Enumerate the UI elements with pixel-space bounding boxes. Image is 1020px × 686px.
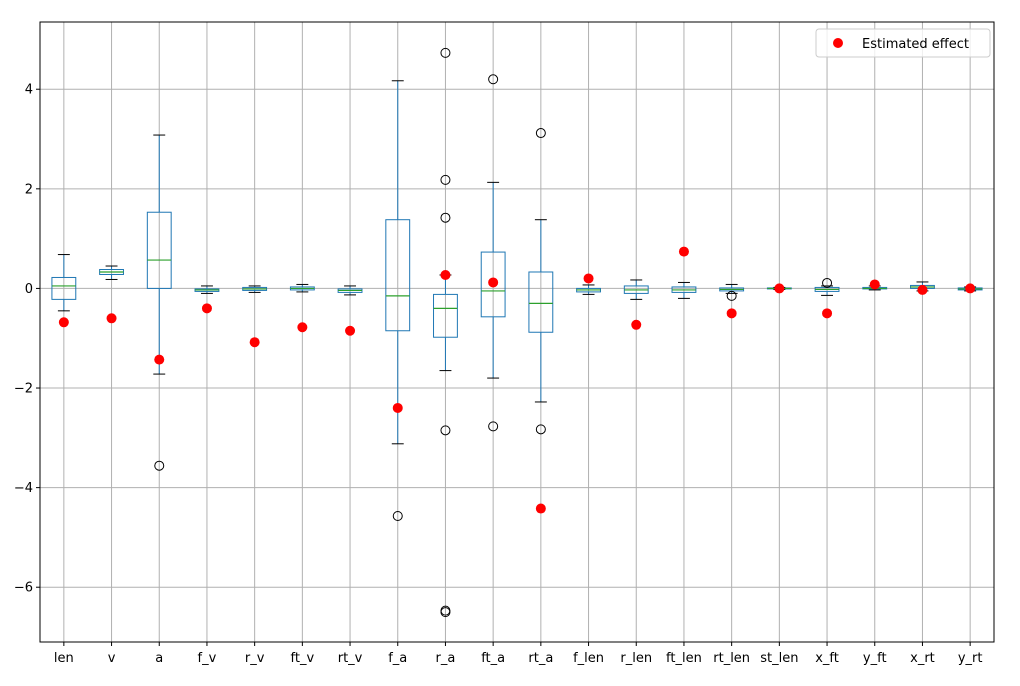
estimated-effect-point-f_a xyxy=(392,402,403,413)
y-tick-label--6: −6 xyxy=(14,581,33,596)
legend-box xyxy=(815,28,991,58)
x-tick-label-r_len: r_len xyxy=(620,651,652,666)
estimated-effect-point-r_v xyxy=(249,337,260,348)
x-tick-label-r_a: r_a xyxy=(436,651,456,666)
outlier-ft_a-0 xyxy=(488,74,499,85)
box-r_a xyxy=(433,47,458,618)
box-len xyxy=(51,254,77,312)
legend-marker xyxy=(833,38,843,48)
box-f_v xyxy=(194,285,220,294)
outlier-ft_a-1 xyxy=(488,421,499,432)
x-axis: len v a f_v r_v ft_v rt_v f_a r_a ft_a rt_a f_len r_… xyxy=(54,642,983,666)
x-tick-label-a: a xyxy=(155,651,163,666)
estimated-effect-point-v xyxy=(106,313,117,324)
plot-frame xyxy=(39,21,995,643)
estimated-effect-point-ft_a xyxy=(488,277,499,288)
box-f_len xyxy=(576,284,601,295)
estimated-effect-point-x_rt xyxy=(917,284,928,295)
plot-area xyxy=(40,22,994,642)
box-x_ft xyxy=(814,277,840,296)
x-tick-label-ft_v: ft_v xyxy=(291,651,315,666)
box-rt_len xyxy=(719,283,745,301)
estimated-effect-point-st_len xyxy=(774,283,785,294)
y-axis: −6 −4 −2 0 2 4 xyxy=(14,83,40,596)
x-tick-label-len: len xyxy=(54,651,74,666)
outlier-rt_len-0 xyxy=(726,290,737,301)
box-rt_v xyxy=(337,285,363,296)
estimated-effect-point-r_a xyxy=(440,269,451,280)
outlier-x_ft-0 xyxy=(822,277,833,288)
x-tick-label-x_rt: x_rt xyxy=(910,651,935,666)
y-tick-label-2: 2 xyxy=(25,182,33,197)
estimated-effect-point-f_v xyxy=(201,303,212,314)
estimated-effect-point-rt_v xyxy=(345,325,356,336)
x-tick-label-ft_a: ft_a xyxy=(481,651,505,666)
estimated-effect-point-f_len xyxy=(583,273,594,284)
x-tick-label-f_a: f_a xyxy=(388,651,407,666)
x-tick-label-st_len: st_len xyxy=(760,651,798,666)
outlier-r_a-2 xyxy=(440,212,451,223)
outlier-r_a-3 xyxy=(440,425,451,436)
box-ft_v xyxy=(289,283,315,293)
x-tick-label-y_rt: y_rt xyxy=(958,651,983,666)
estimated-effect-point-rt_len xyxy=(726,308,737,319)
outlier-a-0 xyxy=(154,460,165,471)
estimated-effect-point-y_ft xyxy=(869,279,880,290)
y-tick-label-0: 0 xyxy=(25,282,33,297)
outlier-rt_a-1 xyxy=(535,424,546,435)
x-tick-label-x_ft: x_ft xyxy=(815,651,839,666)
x-tick-label-rt_len: rt_len xyxy=(713,651,750,666)
box-f_a xyxy=(385,80,411,522)
legend: Estimated effect xyxy=(815,28,991,58)
y-tick-label--4: −4 xyxy=(14,481,33,496)
x-tick-label-y_ft: y_ft xyxy=(863,651,887,666)
estimated-effect-point-a xyxy=(154,354,165,365)
box-r_v xyxy=(242,285,268,293)
outlier-rt_a-0 xyxy=(535,128,546,139)
outlier-r_a-0 xyxy=(440,47,451,58)
y-tick-label-4: 4 xyxy=(25,83,33,98)
x-tick-label-rt_v: rt_v xyxy=(338,651,363,666)
estimated-effect-point-ft_v xyxy=(297,322,308,333)
box-rt_a xyxy=(528,128,554,435)
estimated-effect-point-len xyxy=(58,317,69,328)
outlier-r_a-5 xyxy=(440,607,451,618)
x-tick-label-rt_a: rt_a xyxy=(528,651,553,666)
x-tick-label-f_len: f_len xyxy=(573,651,604,666)
box-v xyxy=(99,265,124,280)
x-tick-label-v: v xyxy=(108,651,116,666)
estimated-effect-series xyxy=(58,246,976,514)
estimated-effect-point-y_rt xyxy=(965,283,976,294)
estimated-effect-point-x_ft xyxy=(822,308,833,319)
box-ft_len xyxy=(671,281,697,299)
axes-frame xyxy=(39,21,995,643)
estimated-effect-point-rt_a xyxy=(535,503,546,514)
y-tick-label--2: −2 xyxy=(14,382,33,397)
x-tick-label-r_v: r_v xyxy=(245,651,265,666)
box-ft_a xyxy=(480,74,506,432)
outlier-r_a-1 xyxy=(440,174,451,185)
box-r_len xyxy=(623,279,649,300)
legend-label: Estimated effect xyxy=(862,37,969,52)
estimated-effect-point-r_len xyxy=(631,319,642,330)
plot-background xyxy=(40,22,994,642)
estimated-effect-point-ft_len xyxy=(678,246,689,257)
x-tick-label-f_v: f_v xyxy=(198,651,217,666)
outlier-f_a-0 xyxy=(392,511,403,522)
x-tick-label-ft_len: ft_len xyxy=(666,651,702,666)
